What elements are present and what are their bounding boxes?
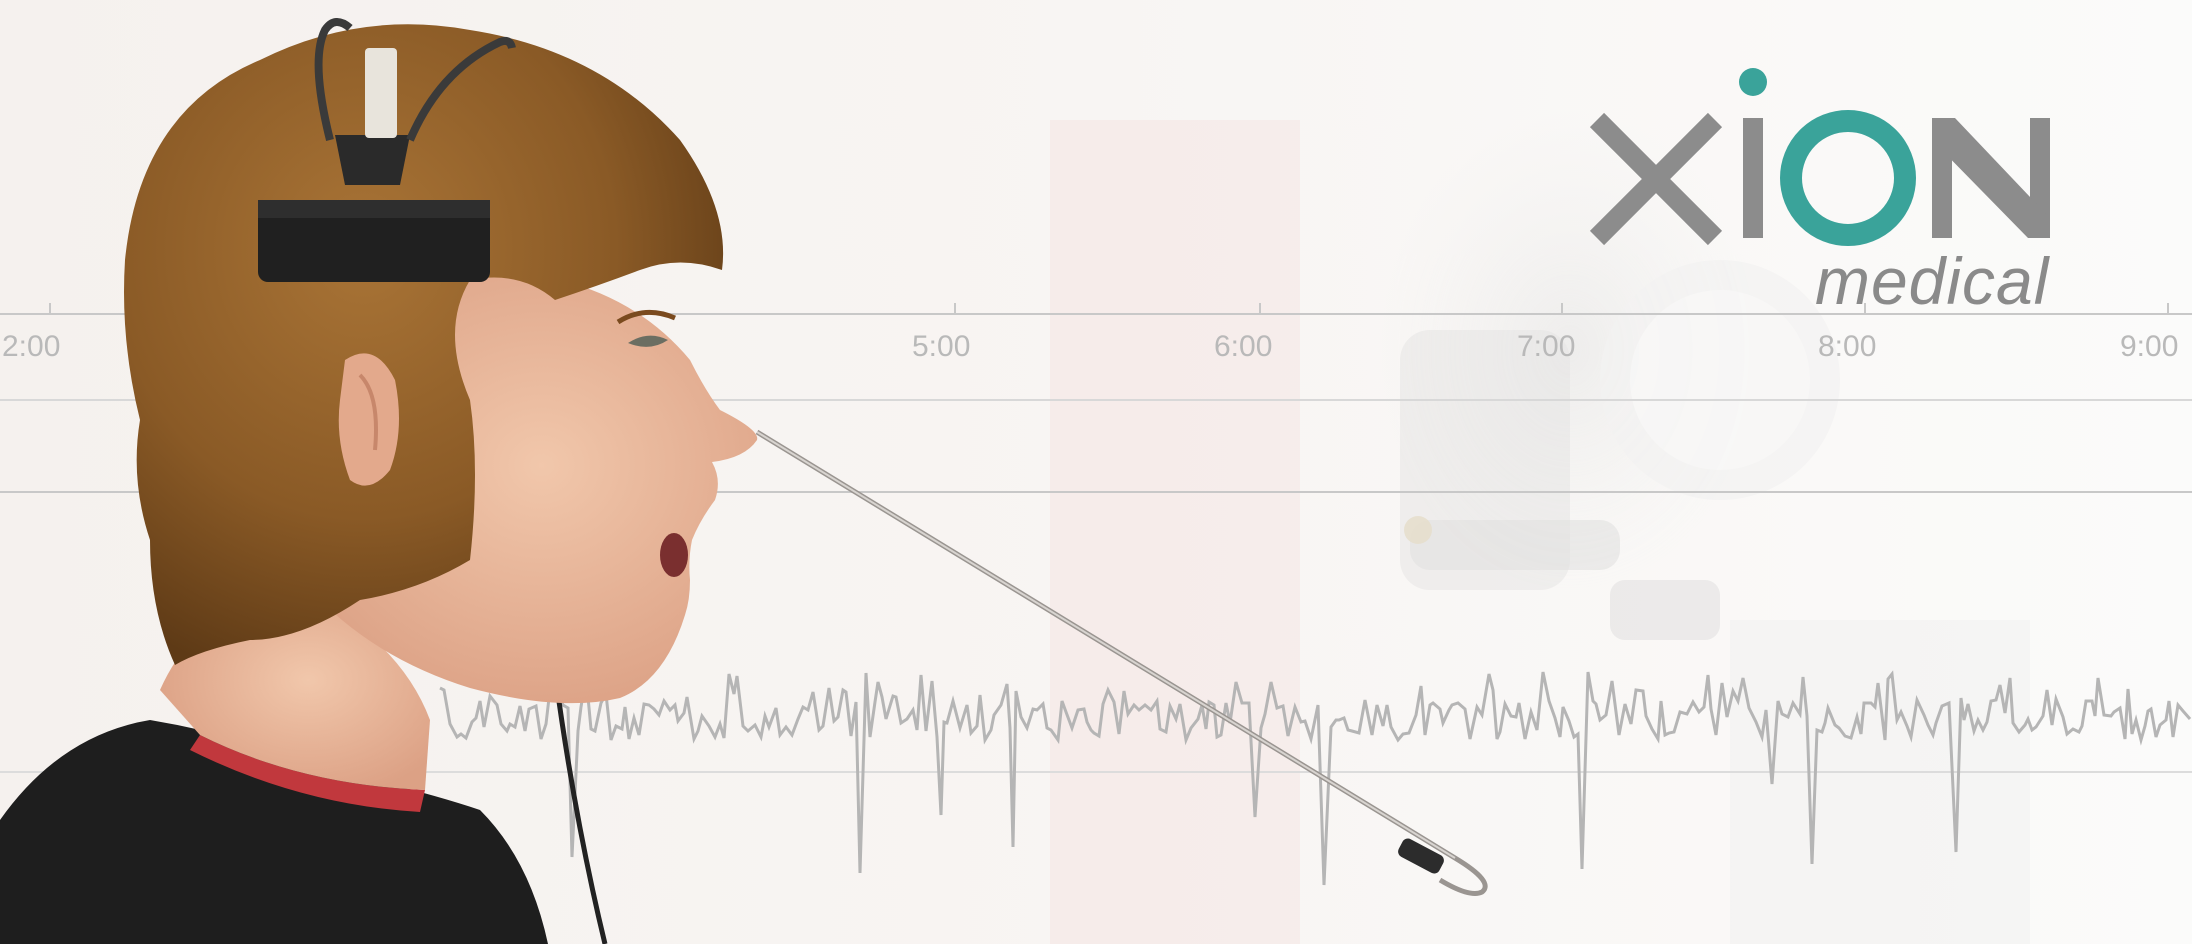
tick-label: 8:00 <box>1818 330 1876 363</box>
pink-haze <box>1050 120 1300 944</box>
headband <box>258 200 490 282</box>
collar <box>190 735 425 812</box>
logo-subtitle: medical <box>1815 244 2050 318</box>
tick-label: 6:00 <box>1214 330 1272 363</box>
tick-label: 5:00 <box>912 330 970 363</box>
ear <box>338 353 399 486</box>
logo-dot <box>1739 68 1767 96</box>
headband-clip <box>335 135 410 185</box>
hair <box>124 24 724 666</box>
eye <box>628 335 668 347</box>
background-device <box>1380 110 1840 640</box>
logo-letter-x <box>1589 112 1723 246</box>
headband-wire <box>314 18 516 142</box>
shirt <box>0 720 548 944</box>
tick-label: 7:00 <box>1517 330 1575 363</box>
probe <box>755 429 1488 896</box>
mouth <box>660 533 688 577</box>
person <box>0 18 758 944</box>
cable <box>553 679 608 944</box>
logo-letter-n <box>1932 118 2050 238</box>
tick-label: 2:00 <box>2 330 60 363</box>
tick-label: 9:00 <box>2120 330 2178 363</box>
xion-logo <box>1589 68 2050 246</box>
logo-letter-i <box>1743 118 1763 238</box>
signal-trace <box>439 670 2192 886</box>
logo-letter-o <box>1780 110 1916 246</box>
right-panel <box>1730 620 2030 944</box>
